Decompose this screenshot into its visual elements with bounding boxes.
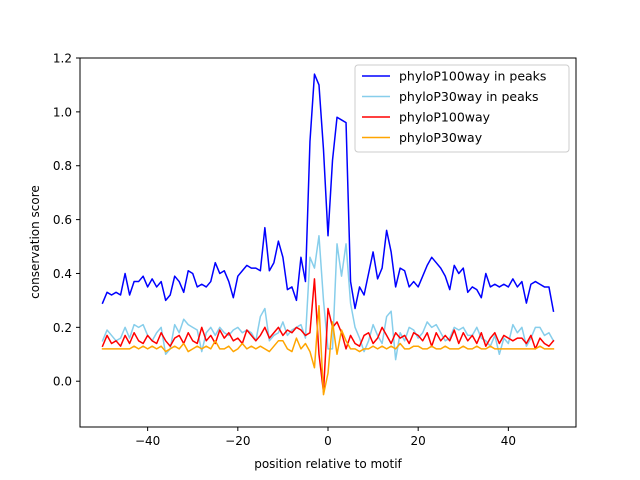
series-line-0 xyxy=(101,73,555,313)
y-tick-label: 1.2 xyxy=(53,52,72,66)
y-tick-label: 0.0 xyxy=(53,375,72,389)
legend-label: phyloP100way in peaks xyxy=(399,69,546,84)
series-line-3 xyxy=(101,305,555,396)
x-axis: −40 −20 0 20 40 xyxy=(135,427,516,448)
legend-label: phyloP30way in peaks xyxy=(399,89,538,104)
legend-box xyxy=(354,64,570,153)
y-tick-label: 0.4 xyxy=(53,267,72,281)
x-tick-label: −40 xyxy=(135,434,160,448)
series-line-1 xyxy=(101,235,555,361)
x-axis-label: position relative to motif xyxy=(254,457,402,471)
x-tick-label: 0 xyxy=(324,434,332,448)
x-tick-label: 40 xyxy=(501,434,516,448)
series-line-2 xyxy=(101,278,555,393)
legend: phyloP100way in peaks phyloP30way in peak… xyxy=(354,64,570,153)
y-tick-label: 1.0 xyxy=(53,105,72,119)
y-tick-label: 0.8 xyxy=(53,159,72,173)
y-tick-label: 0.6 xyxy=(53,213,72,227)
x-tick-label: −20 xyxy=(225,434,250,448)
y-tick-label: 0.2 xyxy=(53,321,72,335)
y-axis: 0.0 0.2 0.4 0.6 0.8 1.0 1.2 xyxy=(53,52,80,389)
legend-label: phyloP100way xyxy=(399,110,491,125)
y-axis-label: conservation score xyxy=(28,185,42,299)
legend-label: phyloP30way xyxy=(399,130,483,145)
x-tick-label: 20 xyxy=(411,434,426,448)
plot-area xyxy=(101,73,555,396)
